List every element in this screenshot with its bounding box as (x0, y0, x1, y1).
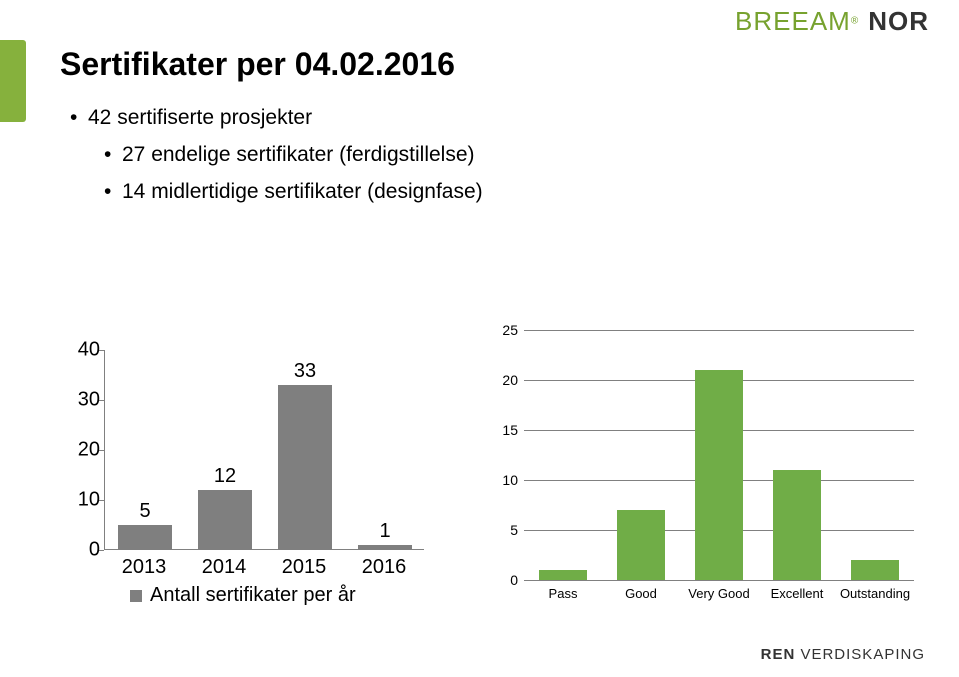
chart1-legend-label: Antall sertifikater per år (150, 584, 356, 607)
chart1-value-label: 12 (198, 465, 252, 488)
side-accent-tab (0, 40, 26, 122)
page-title: Sertifikater per 04.02.2016 (60, 46, 455, 83)
bullet-item: 14 midlertidige sertifikater (designfase… (70, 174, 483, 211)
chart1-xtick-label: 2016 (344, 556, 424, 579)
chart2-ytick-label: 10 (490, 472, 518, 488)
chart1-legend-swatch (130, 590, 142, 602)
chart2-gridline (524, 580, 914, 581)
chart2-gridline (524, 330, 914, 331)
chart2-xtick-label: Good (625, 586, 657, 601)
chart1-bar (278, 385, 332, 550)
chart1-bar (118, 525, 172, 550)
chart1-ytick-label: 30 (60, 389, 100, 412)
chart1-xtick-label: 2013 (104, 556, 184, 579)
bullet-text: 42 sertifiserte prosjekter (88, 100, 312, 137)
chart1-bar (358, 545, 412, 550)
chart1-ytick-mark (99, 350, 104, 351)
chart1-value-label: 33 (278, 360, 332, 383)
chart1-bar (198, 490, 252, 550)
chart1-ytick-label: 0 (60, 539, 100, 562)
chart-certificates-by-rating: 0510152025PassGoodVery GoodExcellentOuts… (490, 330, 920, 620)
chart2-bar (539, 570, 587, 580)
chart1-legend: Antall sertifikater per år (130, 584, 356, 607)
chart2-bar (695, 370, 743, 580)
chart-certificates-per-year: 512331 010203040 Antall sertifikater per… (60, 350, 440, 620)
chart1-value-label: 1 (358, 520, 412, 543)
chart2-ytick-label: 25 (490, 322, 518, 338)
bullet-dot-icon (104, 174, 122, 211)
bullet-text: 27 endelige sertifikater (ferdigstillels… (122, 137, 475, 174)
chart1-ytick-mark (99, 500, 104, 501)
chart2-bar (773, 470, 821, 580)
chart2-plot-area (524, 330, 914, 580)
chart1-value-label: 5 (118, 500, 172, 523)
logo-nor: NOR (868, 6, 929, 37)
bullet-list: 42 sertifiserte prosjekter 27 endelige s… (70, 100, 483, 210)
bullet-item: 27 endelige sertifikater (ferdigstillels… (70, 137, 483, 174)
chart1-ytick-mark (99, 450, 104, 451)
chart2-xtick-label: Outstanding (840, 586, 910, 601)
chart2-ytick-label: 5 (490, 522, 518, 538)
chart2-ytick-label: 20 (490, 372, 518, 388)
logo-breeam-text: BREEAM (735, 6, 851, 36)
tagline-rest: VERDISKAPING (795, 646, 925, 663)
chart2-ytick-label: 15 (490, 422, 518, 438)
chart2-xtick-label: Excellent (771, 586, 824, 601)
brand-logo: BREEAM® NOR (735, 6, 929, 37)
chart1-ytick-label: 20 (60, 439, 100, 462)
chart1-ytick-label: 10 (60, 489, 100, 512)
bullet-text: 14 midlertidige sertifikater (designfase… (122, 174, 483, 211)
bullet-item: 42 sertifiserte prosjekter (70, 100, 483, 137)
chart2-xtick-label: Pass (549, 586, 578, 601)
chart2-bar (617, 510, 665, 580)
bullet-dot-icon (104, 137, 122, 174)
chart1-xtick-label: 2015 (264, 556, 344, 579)
chart1-ytick-mark (99, 400, 104, 401)
logo-reg-mark: ® (851, 16, 858, 27)
footer-tagline: REN VERDISKAPING (761, 646, 925, 663)
chart1-ytick-mark (99, 550, 104, 551)
chart2-bar (851, 560, 899, 580)
logo-breeam: BREEAM® (735, 6, 858, 37)
tagline-ren: REN (761, 646, 796, 663)
chart1-ytick-label: 40 (60, 339, 100, 362)
chart1-plot-area: 5 12 33 1 (104, 350, 424, 550)
chart2-xtick-label: Very Good (688, 586, 749, 601)
chart2-ytick-label: 0 (490, 572, 518, 588)
chart1-xtick-label: 2014 (184, 556, 264, 579)
bullet-dot-icon (70, 100, 88, 137)
